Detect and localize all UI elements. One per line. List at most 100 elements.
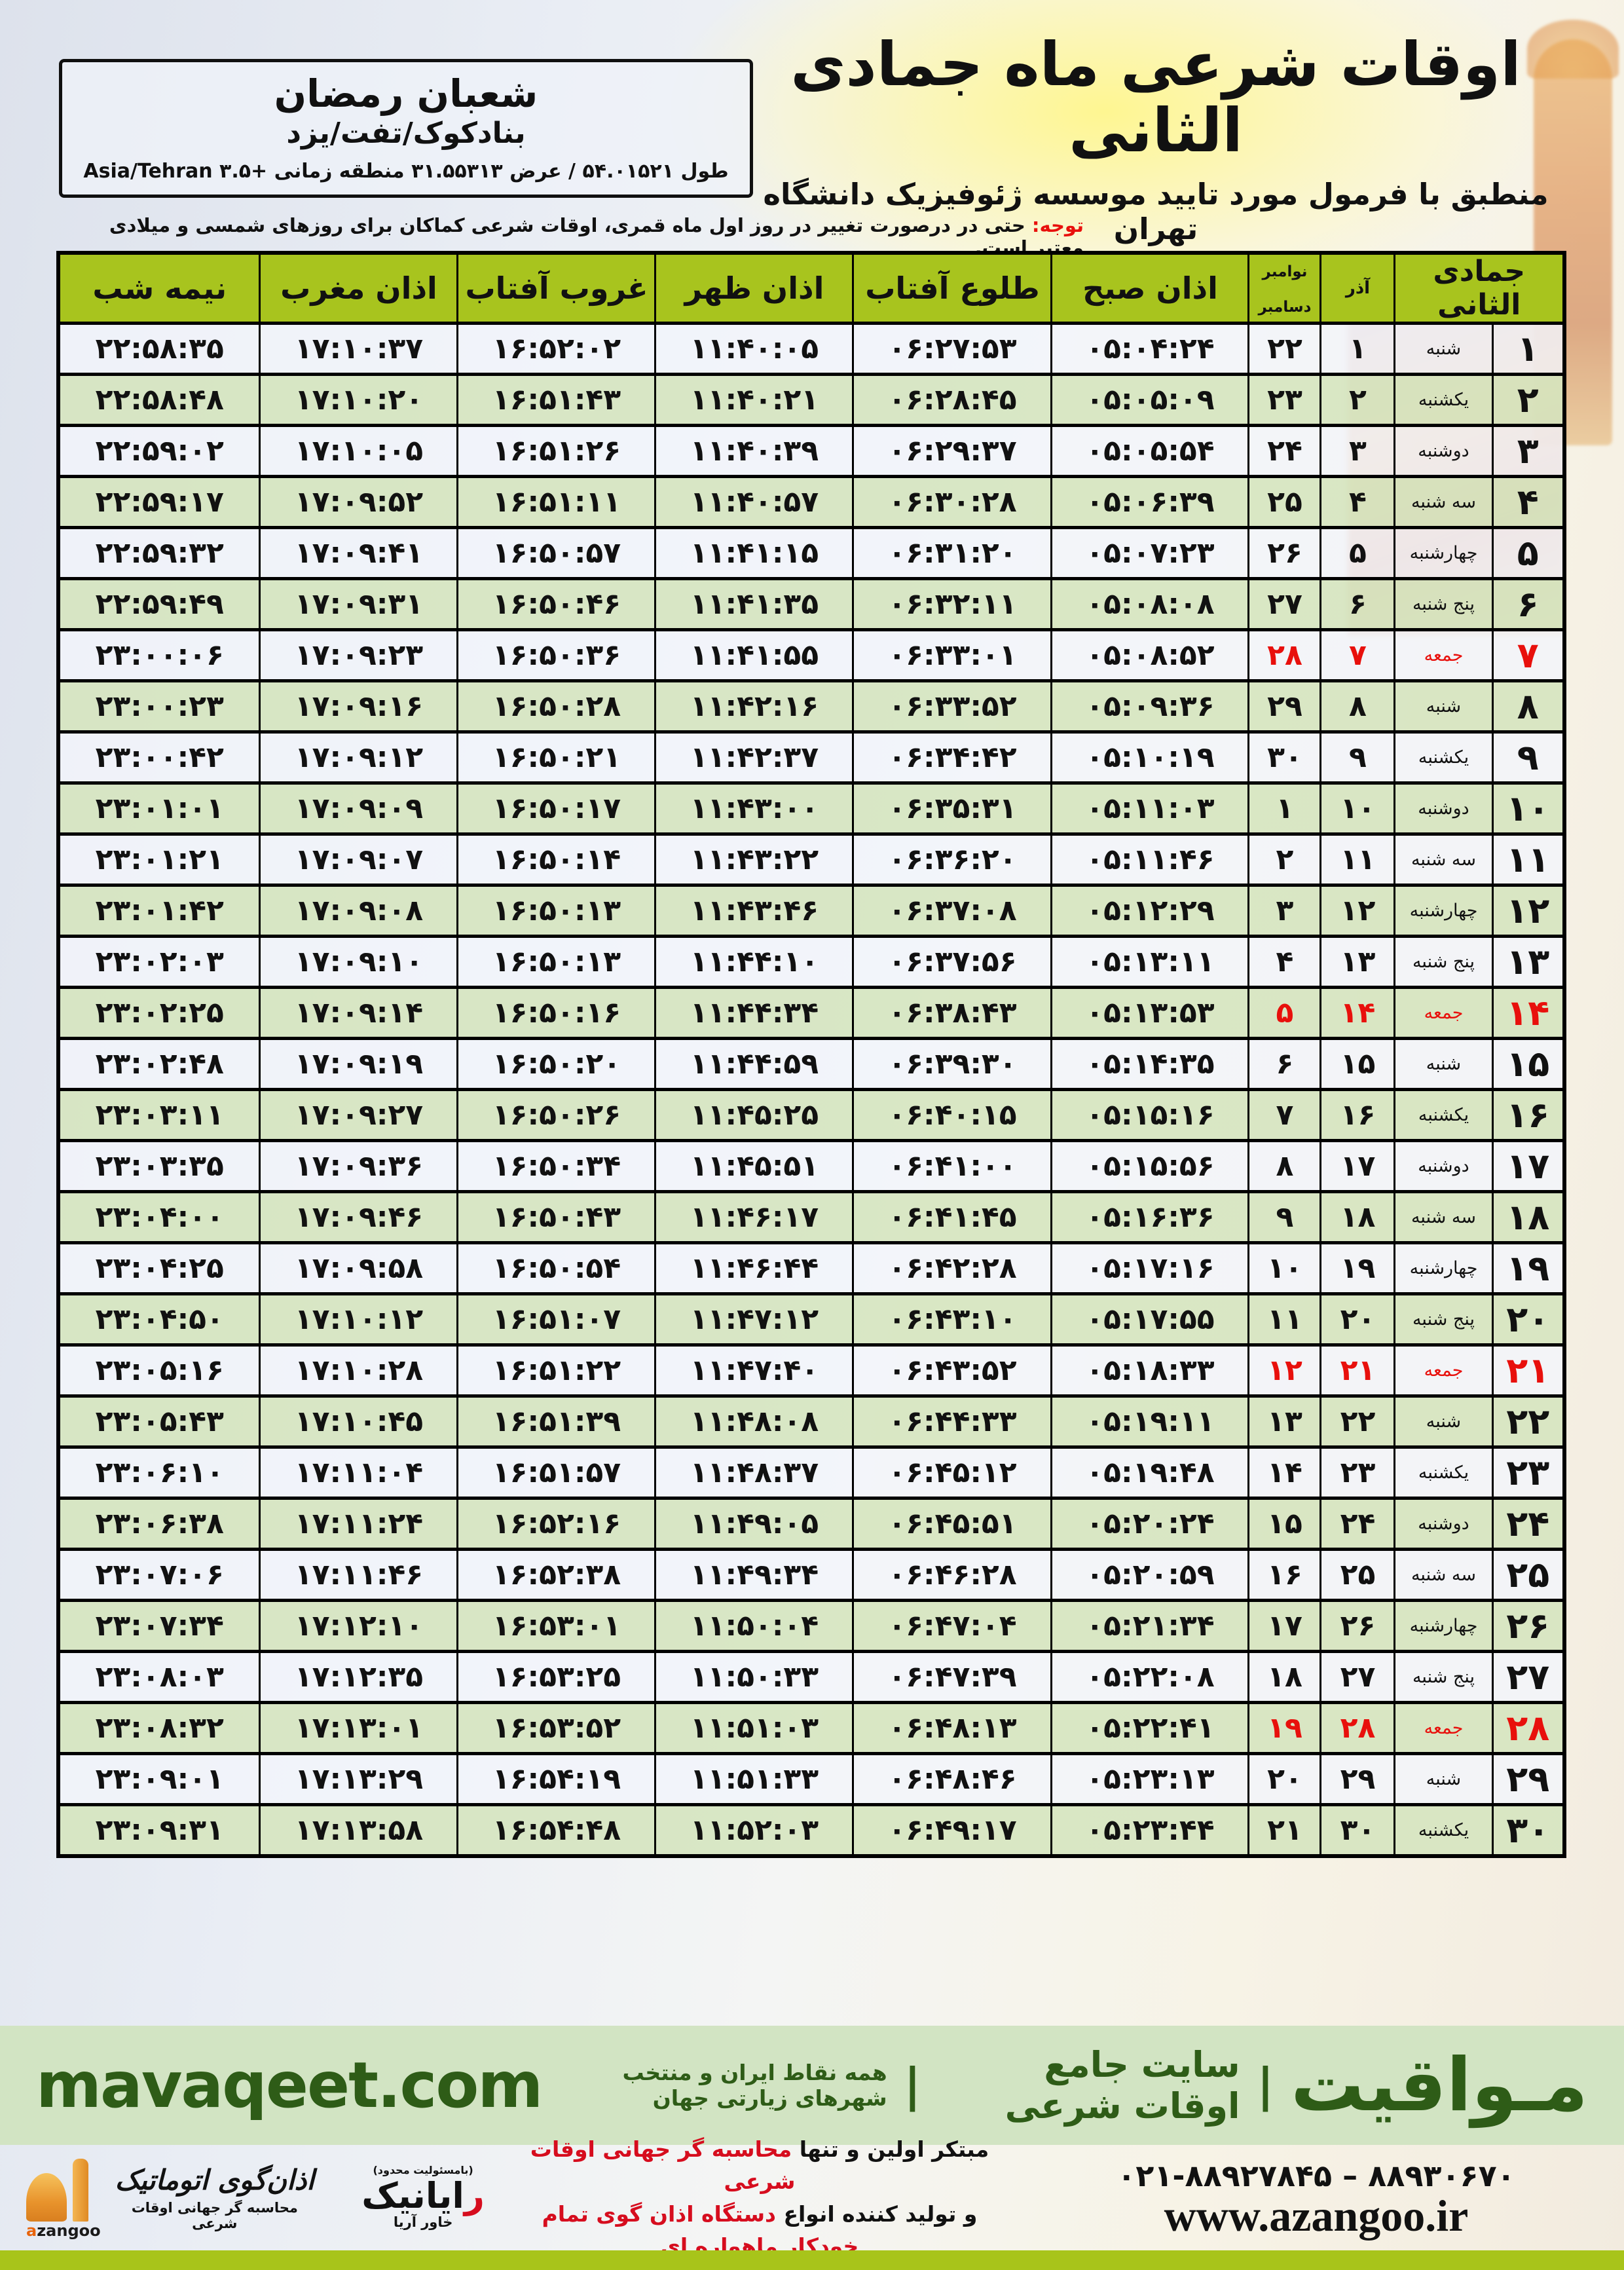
azar-cell: ۱۲ bbox=[1320, 884, 1396, 938]
sunset-cell: ۱۶:۵۰:۵۴ bbox=[456, 1241, 657, 1295]
sunrise-cell: ۰۶:۲۹:۳۷ bbox=[852, 424, 1053, 478]
sunrise-cell: ۰۶:۳۷:۵۶ bbox=[852, 935, 1053, 989]
table-row: ۲ یکشنبه ۲ ۲۳ ۰۵:۰۵:۰۹ ۰۶:۲۸:۴۵ ۱۱:۴۰:۲۱… bbox=[57, 373, 1566, 427]
table-row: ۲۵ سه شنبه ۲۵ ۱۶ ۰۵:۲۰:۵۹ ۰۶:۴۶:۲۸ ۱۱:۴۹… bbox=[57, 1548, 1566, 1602]
azar-cell: ۹ bbox=[1320, 730, 1396, 785]
azar-cell: ۲۵ bbox=[1320, 1548, 1396, 1602]
greg-cell: ۸ bbox=[1247, 1139, 1322, 1193]
greg-cell: ۱۶ bbox=[1247, 1548, 1322, 1602]
sunset-cell: ۱۶:۵۰:۱۳ bbox=[456, 935, 657, 989]
table-row: ۱ شنبه ۱ ۲۲ ۰۵:۰۴:۲۴ ۰۶:۲۷:۵۳ ۱۱:۴۰:۰۵ ۱… bbox=[57, 322, 1566, 376]
mavaqeet-website-link[interactable]: mavaqeet.com bbox=[36, 2049, 543, 2122]
greg-cell: ۱۸ bbox=[1247, 1650, 1322, 1704]
dhuhr-cell: ۱۱:۴۱:۱۵ bbox=[654, 526, 855, 580]
midnight-cell: ۲۳:۰۰:۰۶ bbox=[57, 628, 261, 682]
greg-cell: ۱۴ bbox=[1247, 1445, 1322, 1500]
midnight-cell: ۲۲:۵۸:۳۵ bbox=[57, 322, 261, 376]
column-header-maghrib: اذان مغرب bbox=[259, 251, 459, 325]
column-header-fajr: اذان صبح bbox=[1050, 251, 1250, 325]
weekday-cell: یکشنبه bbox=[1393, 1803, 1494, 1858]
sunset-cell: ۱۶:۵۰:۱۶ bbox=[456, 986, 657, 1040]
weekday-cell: دوشنبه bbox=[1393, 1497, 1494, 1551]
city-name: بنادکوک/تفت/یزد bbox=[286, 116, 526, 150]
header: اوقات شرعی ماه جمادی الثانی منطبق با فرم… bbox=[0, 0, 1624, 287]
sunset-cell: ۱۶:۵۰:۳۶ bbox=[456, 628, 657, 682]
weekday-cell: دوشنبه bbox=[1393, 424, 1494, 478]
sunset-cell: ۱۶:۵۰:۲۶ bbox=[456, 1088, 657, 1142]
sunset-cell: ۱۶:۵۱:۳۹ bbox=[456, 1394, 657, 1449]
azar-cell: ۲۳ bbox=[1320, 1445, 1396, 1500]
contact-block: ۰۲۱-۸۸۹۲۷۸۴۵ – ۸۸۹۳۰۶۷۰ www.azangoo.ir bbox=[1035, 2158, 1598, 2238]
fajr-cell: ۰۵:۱۷:۵۵ bbox=[1050, 1292, 1250, 1347]
day-cell: ۱۱ bbox=[1491, 832, 1566, 887]
weekday-cell: سه شنبه bbox=[1393, 1190, 1494, 1244]
dhuhr-cell: ۱۱:۵۱:۰۳ bbox=[654, 1701, 855, 1755]
sunset-cell: ۱۶:۵۳:۲۵ bbox=[456, 1650, 657, 1704]
weekday-cell: جمعه bbox=[1393, 986, 1494, 1040]
sunrise-cell: ۰۶:۳۶:۲۰ bbox=[852, 832, 1053, 887]
midnight-cell: ۲۳:۰۴:۵۰ bbox=[57, 1292, 261, 1347]
table-row: ۵ چهارشنبه ۵ ۲۶ ۰۵:۰۷:۲۳ ۰۶:۳۱:۲۰ ۱۱:۴۱:… bbox=[57, 526, 1566, 580]
midnight-cell: ۲۳:۰۴:۰۰ bbox=[57, 1190, 261, 1244]
dhuhr-cell: ۱۱:۴۶:۴۴ bbox=[654, 1241, 855, 1295]
sunset-cell: ۱۶:۵۰:۲۱ bbox=[456, 730, 657, 785]
maghrib-cell: ۱۷:۱۳:۰۱ bbox=[259, 1701, 459, 1755]
fajr-cell: ۰۵:۲۱:۳۴ bbox=[1050, 1599, 1250, 1653]
sunrise-cell: ۰۶:۳۵:۳۱ bbox=[852, 781, 1053, 836]
fajr-cell: ۰۵:۰۴:۲۴ bbox=[1050, 322, 1250, 376]
dhuhr-cell: ۱۱:۴۵:۵۱ bbox=[654, 1139, 855, 1193]
azangoo-logo: azangoo اذان‌گوی اتوماتیک محاسبه گر جهان… bbox=[26, 2158, 322, 2240]
fajr-cell: ۰۵:۱۶:۳۶ bbox=[1050, 1190, 1250, 1244]
sunset-cell: ۱۶:۵۰:۵۷ bbox=[456, 526, 657, 580]
azar-cell: ۱۹ bbox=[1320, 1241, 1396, 1295]
location-info-box: شعبان رمضان بنادکوک/تفت/یزد طول ۵۴.۰۱۵۲۱… bbox=[59, 59, 753, 198]
day-cell: ۲۵ bbox=[1491, 1548, 1566, 1602]
minaret-icon bbox=[73, 2158, 89, 2222]
fajr-cell: ۰۵:۱۵:۵۶ bbox=[1050, 1139, 1250, 1193]
day-cell: ۱۴ bbox=[1491, 986, 1566, 1040]
sunrise-cell: ۰۶:۳۴:۴۲ bbox=[852, 730, 1053, 785]
fajr-cell: ۰۵:۰۵:۵۴ bbox=[1050, 424, 1250, 478]
greg-cell: ۲۶ bbox=[1247, 526, 1322, 580]
day-cell: ۱۸ bbox=[1491, 1190, 1566, 1244]
midnight-cell: ۲۳:۰۶:۳۸ bbox=[57, 1497, 261, 1551]
dhuhr-cell: ۱۱:۴۷:۴۰ bbox=[654, 1343, 855, 1398]
table-row: ۲۸ جمعه ۲۸ ۱۹ ۰۵:۲۲:۴۱ ۰۶:۴۸:۱۳ ۱۱:۵۱:۰۳… bbox=[57, 1701, 1566, 1755]
day-cell: ۲۲ bbox=[1491, 1394, 1566, 1449]
midnight-cell: ۲۳:۰۱:۲۱ bbox=[57, 832, 261, 887]
dhuhr-cell: ۱۱:۴۳:۲۲ bbox=[654, 832, 855, 887]
sunset-cell: ۱۶:۵۰:۱۴ bbox=[456, 832, 657, 887]
day-cell: ۱۲ bbox=[1491, 884, 1566, 938]
dhuhr-cell: ۱۱:۴۹:۰۵ bbox=[654, 1497, 855, 1551]
midnight-cell: ۲۳:۰۱:۴۲ bbox=[57, 884, 261, 938]
maghrib-cell: ۱۷:۰۹:۳۶ bbox=[259, 1139, 459, 1193]
maghrib-cell: ۱۷:۱۳:۵۸ bbox=[259, 1803, 459, 1858]
greg-cell: ۲۳ bbox=[1247, 373, 1322, 427]
column-header-azar: آذر bbox=[1320, 251, 1396, 325]
table-row: ۴ سه شنبه ۴ ۲۵ ۰۵:۰۶:۳۹ ۰۶:۳۰:۲۸ ۱۱:۴۰:۵… bbox=[57, 475, 1566, 529]
day-cell: ۵ bbox=[1491, 526, 1566, 580]
midnight-cell: ۲۳:۰۸:۳۲ bbox=[57, 1701, 261, 1755]
column-header-gregorian: نوامبر دسامبر bbox=[1247, 251, 1322, 325]
azar-cell: ۵ bbox=[1320, 526, 1396, 580]
page-title: اوقات شرعی ماه جمادی الثانی bbox=[790, 29, 1521, 166]
fajr-cell: ۰۵:۲۳:۱۳ bbox=[1050, 1752, 1250, 1806]
azangoo-website-link[interactable]: www.azangoo.ir bbox=[1164, 2190, 1469, 2241]
fajr-cell: ۰۵:۰۵:۰۹ bbox=[1050, 373, 1250, 427]
sunset-cell: ۱۶:۵۴:۴۸ bbox=[456, 1803, 657, 1858]
table-row: ۹ یکشنبه ۹ ۳۰ ۰۵:۱۰:۱۹ ۰۶:۳۴:۴۲ ۱۱:۴۲:۳۷… bbox=[57, 730, 1566, 785]
sunrise-cell: ۰۶:۴۴:۳۳ bbox=[852, 1394, 1053, 1449]
table-row: ۱۴ جمعه ۱۴ ۵ ۰۵:۱۳:۵۳ ۰۶:۳۸:۴۳ ۱۱:۴۴:۳۴ … bbox=[57, 986, 1566, 1040]
maghrib-cell: ۱۷:۰۹:۵۲ bbox=[259, 475, 459, 529]
sunrise-cell: ۰۶:۴۷:۳۹ bbox=[852, 1650, 1053, 1704]
rayanik-llc-note: (بامسئولیت محدود) bbox=[373, 2164, 473, 2177]
midnight-cell: ۲۳:۰۹:۰۱ bbox=[57, 1752, 261, 1806]
maghrib-cell: ۱۷:۰۹:۲۷ bbox=[259, 1088, 459, 1142]
midnight-cell: ۲۲:۵۹:۳۲ bbox=[57, 526, 261, 580]
midnight-cell: ۲۳:۰۲:۰۳ bbox=[57, 935, 261, 989]
table-row: ۱۵ شنبه ۱۵ ۶ ۰۵:۱۴:۳۵ ۰۶:۳۹:۳۰ ۱۱:۴۴:۵۹ … bbox=[57, 1037, 1566, 1091]
sunrise-cell: ۰۶:۴۸:۱۳ bbox=[852, 1701, 1053, 1755]
sunrise-cell: ۰۶:۳۹:۳۰ bbox=[852, 1037, 1053, 1091]
azar-cell: ۲ bbox=[1320, 373, 1396, 427]
sunrise-cell: ۰۶:۴۸:۴۶ bbox=[852, 1752, 1053, 1806]
